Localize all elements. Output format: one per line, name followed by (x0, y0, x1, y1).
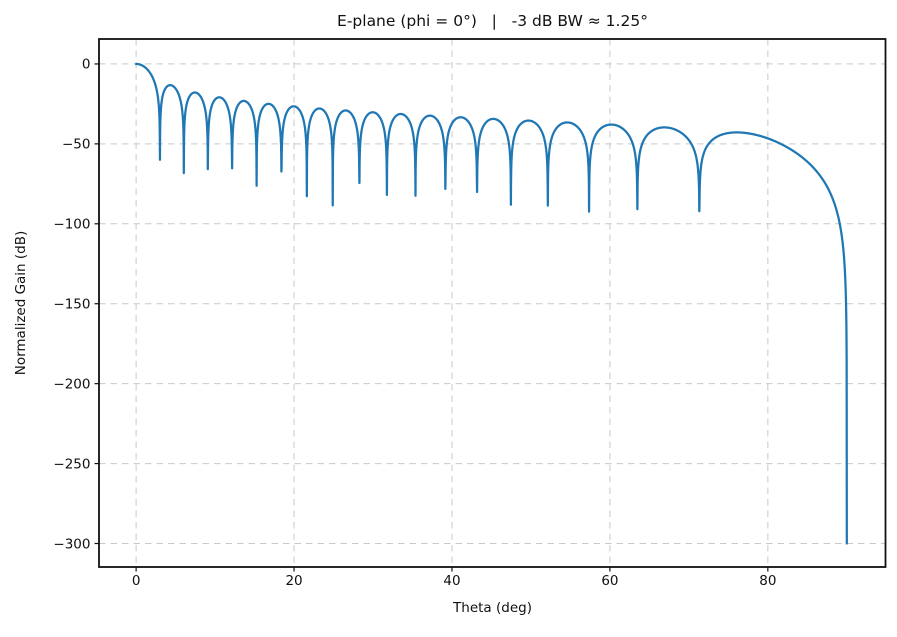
y-tick-label: −300 (53, 536, 90, 552)
y-tick-label: −250 (53, 456, 90, 472)
chart-title: E-plane (phi = 0°) | -3 dB BW ≈ 1.25° (337, 12, 648, 30)
x-tick-label: 80 (759, 573, 776, 589)
x-tick-label: 40 (443, 573, 460, 589)
x-tick-label: 60 (601, 573, 618, 589)
y-tick-label: −50 (62, 137, 91, 153)
x-axis-label: Theta (deg) (453, 600, 532, 616)
y-tick-label: 0 (82, 57, 91, 73)
axes-spines (98, 38, 887, 568)
y-axis-label: Normalized Gain (dB) (13, 230, 29, 376)
x-tick-label: 0 (132, 573, 141, 589)
y-tick-label: −100 (53, 217, 90, 233)
y-tick-label: −150 (53, 297, 90, 313)
y-tick-label: −200 (53, 376, 90, 392)
gain-curve (134, 62, 848, 545)
x-tick-label: 20 (285, 573, 302, 589)
